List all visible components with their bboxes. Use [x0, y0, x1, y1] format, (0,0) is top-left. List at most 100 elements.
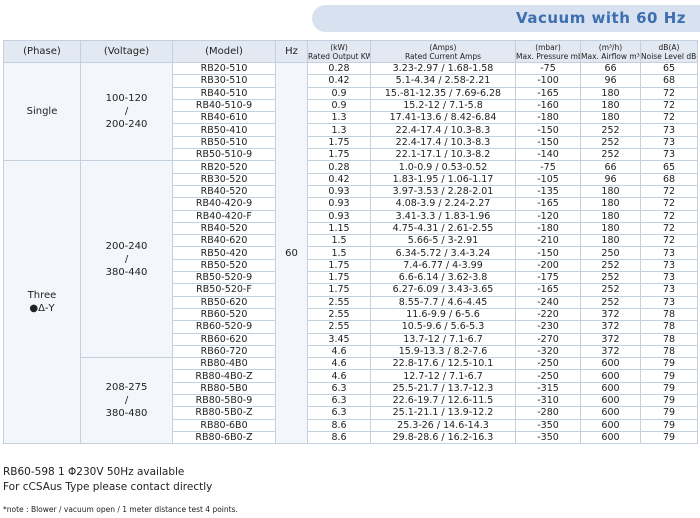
cell: RB50-520-9: [172, 271, 276, 285]
cell: 6.27-6.09 / 3.43-3.65: [370, 283, 516, 297]
cell: 4.08-3.9 / 2.24-2.27: [370, 197, 516, 211]
cell: RB50-520-F: [172, 283, 276, 297]
cell: -250: [515, 369, 581, 383]
cell: RB80-5B0: [172, 381, 276, 396]
cell: 79: [640, 357, 698, 371]
cell: RB50-620: [172, 295, 276, 309]
cell: 72: [640, 197, 698, 211]
cell: 0.93: [307, 197, 371, 211]
cell: RB50-510: [172, 135, 276, 150]
cell: 0.93: [307, 209, 371, 223]
cell: 73: [640, 135, 698, 150]
cell: 78: [640, 332, 698, 346]
cell: 1.75: [307, 271, 371, 285]
cell: 79: [640, 369, 698, 383]
cell: 25.3-26 / 14.6-14.3: [370, 418, 516, 432]
row: RB80-5B0-9 6.3 22.6-19.7 / 12.6-11.5 -310 60…: [4, 394, 698, 408]
cell: -270: [515, 332, 581, 346]
cell: 0.9: [307, 98, 371, 113]
row: RB50-510-9 1.75 22.1-17.1 / 10.3-8.2 -140 25…: [4, 148, 698, 162]
cell: 1.15: [307, 221, 371, 236]
cell: 25.1-21.1 / 13.9-12.2: [370, 406, 516, 420]
row: Three ●Δ-Y 200-240/380-440 RB20-520 0.28 1.0-…: [3, 160, 698, 445]
cell: RB80-5B0-Z: [172, 406, 276, 420]
cell: RB60-520-9: [172, 320, 276, 334]
cell: 180: [580, 197, 641, 211]
cell: 1.75: [307, 148, 371, 162]
cell: 22.4-17.4 / 10.3-8.3: [370, 123, 516, 137]
column-header: dB(A)Noise Level dB(A): [640, 40, 698, 63]
cell: -320: [515, 344, 581, 359]
row: RB60-520-9 2.55 10.5-9.6 / 5.6-5.3 -230 372 7…: [4, 320, 698, 334]
cell: -310: [515, 394, 581, 408]
unit: (m³/h): [598, 42, 623, 52]
cell: -220: [515, 307, 581, 322]
cell: 78: [640, 320, 698, 334]
column-header: (kW) Rated Output KW: [307, 40, 371, 63]
cell: 1.75: [307, 135, 371, 150]
cell: 4.6: [307, 344, 371, 359]
voltage: 100-120/200-240: [80, 61, 173, 162]
cell: RB80-4B0-Z: [172, 369, 276, 383]
unit: (Amps): [429, 42, 457, 52]
cell: 6.3: [307, 406, 371, 420]
cell: 8.6: [307, 418, 371, 432]
line: 200-240: [105, 240, 148, 252]
cell: 252: [580, 135, 641, 150]
row: RB40-520 0.93 3.97-3.53 / 2.28-2.01 -135 180…: [4, 184, 698, 199]
cell: 4.75-4.31 / 2.61-2.55: [370, 221, 516, 236]
cell: -100: [515, 74, 581, 88]
cell: 180: [580, 234, 641, 248]
cell: 73: [640, 246, 698, 260]
column-header: (Phase): [3, 40, 81, 63]
row: RB80-5B0-Z 6.3 25.1-21.1 / 13.9-12.2 -280 60…: [4, 406, 698, 420]
cell: 65: [640, 160, 698, 174]
cell: 252: [580, 123, 641, 137]
cell: RB40-610: [172, 111, 276, 125]
cell: 372: [580, 307, 641, 322]
cell: -165: [515, 86, 581, 100]
cell: 2.55: [307, 295, 371, 309]
cell: 1.83-1.95 / 1.06-1.17: [370, 172, 516, 186]
cell: 68: [640, 74, 698, 88]
phase: Single: [3, 61, 81, 162]
cell: 3.45: [307, 332, 371, 346]
note: For cCSAus Type please contact directly: [3, 481, 213, 493]
line: /: [124, 106, 129, 118]
cell: -165: [515, 283, 581, 297]
cell: 372: [580, 320, 641, 334]
cell: 180: [580, 86, 641, 100]
cell: RB40-520: [172, 221, 276, 236]
cell: 180: [580, 209, 641, 223]
column-header: (Voltage): [80, 40, 173, 63]
line: 208-275: [105, 382, 148, 394]
cell: 72: [640, 184, 698, 199]
cell: 13.7-12 / 7.1-6.7: [370, 332, 516, 346]
cell: -180: [515, 111, 581, 125]
cell: 25.5-21.7 / 13.7-12.3: [370, 381, 516, 396]
cell: -350: [515, 430, 581, 445]
cell: 10.5-9.6 / 5.6-5.3: [370, 320, 516, 334]
cell: 68: [640, 172, 698, 186]
cell: -120: [515, 209, 581, 223]
cell: RB40-520: [172, 184, 276, 199]
line: 100-120: [105, 93, 148, 105]
cell: 1.3: [307, 111, 371, 125]
cell: RB20-510: [172, 61, 276, 76]
spec-table: (Phase) (Voltage) (Model) Hz (kW) Rated Outpu…: [3, 40, 698, 445]
cell: 73: [640, 295, 698, 309]
cell: 1.75: [307, 283, 371, 297]
cell: 180: [580, 111, 641, 125]
cell: 600: [580, 369, 641, 383]
cell: 15.9-13.3 / 8.2-7.6: [370, 344, 516, 359]
cell: 96: [580, 172, 641, 186]
unit: (kW): [330, 42, 348, 52]
cell: 180: [580, 184, 641, 199]
cell: RB80-5B0-9: [172, 394, 276, 408]
column-header: (m³/h) Max. Airflow m³/h: [580, 40, 641, 63]
cell: RB40-420-F: [172, 209, 276, 223]
cell: -250: [515, 357, 581, 371]
row: RB80-4B0-Z 4.6 12.7-12 / 7.1-6.7 -250 600 79: [4, 369, 698, 383]
cell: 0.9: [307, 86, 371, 100]
cell: -210: [515, 234, 581, 248]
